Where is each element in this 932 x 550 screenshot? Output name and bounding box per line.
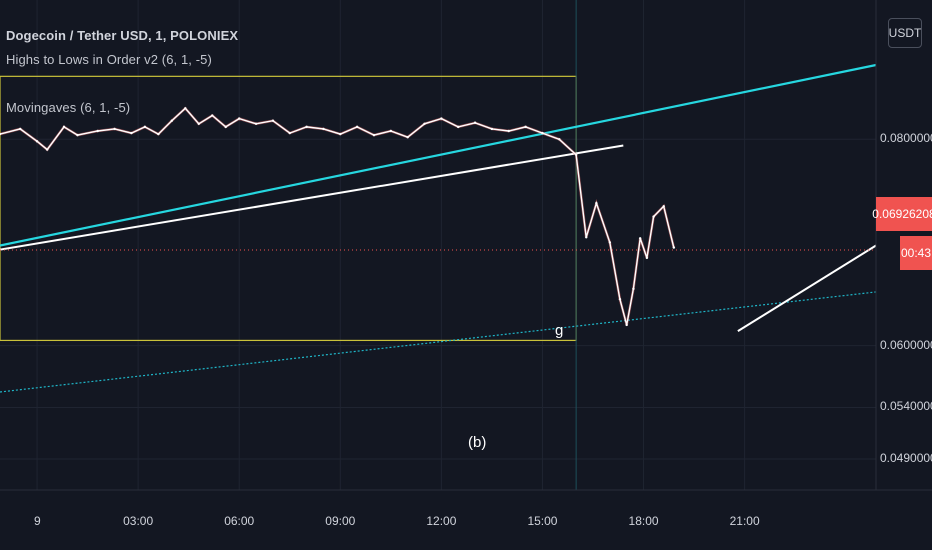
price-point (322, 127, 325, 131)
price-point (288, 131, 291, 135)
x-tick-label: 15:00 (527, 514, 558, 528)
price-point (574, 153, 578, 156)
price-point (595, 202, 598, 205)
x-tick-label: 18:00 (628, 514, 659, 528)
price-point (672, 246, 676, 249)
currency-button[interactable]: USDT (888, 18, 922, 48)
chart-marks (0, 107, 676, 327)
y-tick-label: 0.06000000 (880, 337, 932, 352)
price-series (0, 106, 676, 326)
dotted-cyan-trendline (0, 291, 877, 393)
price-point (558, 138, 561, 141)
price-point (662, 205, 665, 208)
price-point (625, 323, 628, 327)
price-point (96, 129, 99, 133)
price-point (355, 125, 359, 129)
price-point (524, 125, 527, 129)
price-point (339, 132, 342, 136)
price-point (157, 132, 160, 136)
price-series-line (0, 107, 675, 326)
price-point (457, 125, 460, 129)
price-point (45, 148, 49, 151)
x-tick-label: 09:00 (325, 514, 356, 528)
price-point (113, 127, 116, 131)
price-point (238, 117, 241, 120)
price-point (473, 121, 477, 124)
price-point (632, 287, 635, 291)
price-point (440, 117, 443, 120)
y-tick-label: 0.08000000 (880, 131, 932, 146)
price-point (652, 215, 655, 218)
price-point (19, 127, 22, 131)
x-tick-label: 21:00 (729, 514, 760, 528)
price-point (197, 122, 200, 125)
price-point (585, 236, 588, 239)
price-point (541, 131, 544, 135)
y-tick-label: 0.04900000 (880, 451, 932, 466)
price-point (618, 297, 622, 301)
price-point (305, 125, 308, 129)
wave-label-b: (b) (468, 434, 487, 451)
x-tick-label: 12:00 (426, 514, 457, 528)
symbol-title[interactable]: Dogecoin / Tether USD, 1, POLONIEX (6, 28, 239, 43)
price-point (389, 129, 393, 133)
price-point (76, 133, 79, 137)
price-point (638, 237, 642, 240)
price-point (608, 241, 612, 244)
bar-countdown-badge: 00:43 (900, 236, 932, 270)
price-point (254, 122, 258, 125)
x-tick-label: 06:00 (224, 514, 255, 528)
range-box (0, 0, 577, 490)
price-point (62, 125, 66, 129)
price-point (406, 136, 409, 139)
price-point (143, 125, 147, 129)
indicator-legend-highs-lows[interactable]: Highs to Lows in Order v2 (6, 1, -5) (6, 52, 212, 67)
upper-cyan-trendline (0, 63, 877, 247)
price-point (645, 256, 649, 260)
indicator-legend-movingaves[interactable]: Movingaves (6, 1, -5) (6, 100, 131, 115)
price-point (184, 107, 187, 110)
x-tick-label: 03:00 (123, 514, 154, 528)
price-series-shadow (0, 106, 676, 326)
y-tick-label: 0.05400000 (880, 399, 932, 414)
x-tick-label: 9 (34, 514, 41, 528)
projection-line (737, 244, 877, 332)
current-price-badge: 0.06926208 (872, 197, 932, 231)
price-point (490, 127, 494, 131)
price-point (507, 129, 510, 133)
price-point (372, 133, 376, 137)
grid (0, 0, 876, 490)
price-point (170, 119, 174, 122)
price-point (224, 125, 227, 129)
price-point (130, 131, 133, 135)
price-point (211, 114, 214, 117)
white-trendline (0, 144, 624, 251)
range-box-rect (0, 75, 577, 342)
price-point (423, 122, 426, 125)
price-point (35, 140, 39, 143)
price-point (271, 119, 275, 122)
trend-lines (0, 63, 877, 393)
wave-label-g: g (555, 322, 564, 339)
price-point (0, 132, 2, 136)
